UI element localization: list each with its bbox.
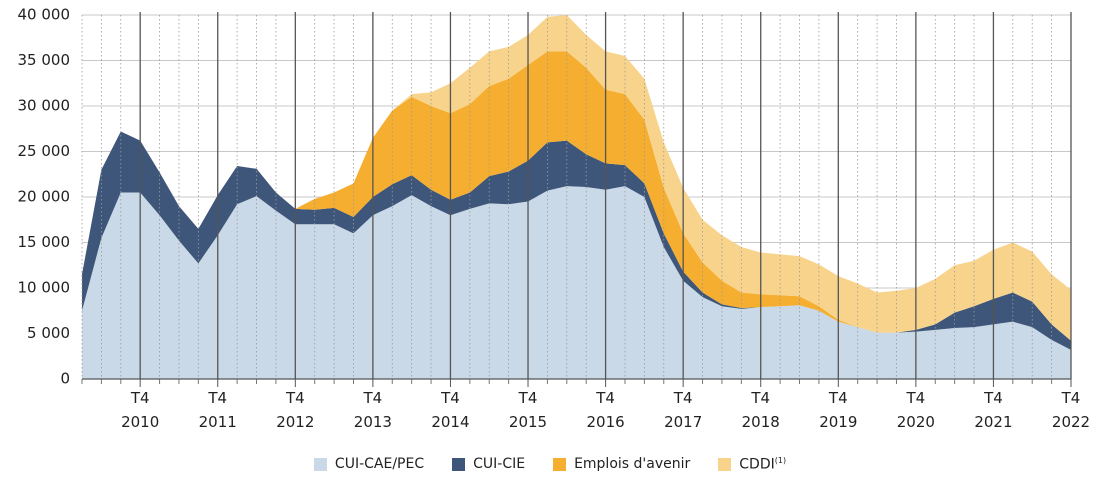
legend-label: CUI-CIE <box>473 456 525 472</box>
legend-swatch <box>313 457 327 471</box>
x-tick-label: T4 2018 <box>741 389 780 431</box>
x-tick-label: T4 2010 <box>121 389 160 431</box>
legend-text: Emplois d'avenir <box>574 456 691 473</box>
x-tick-label: T4 2012 <box>276 389 315 431</box>
legend-swatch <box>718 457 732 471</box>
legend-label: CDDI(1) <box>739 456 786 473</box>
x-tick-label: T4 2014 <box>431 389 470 431</box>
y-tick-label: 40 000 <box>18 6 71 24</box>
legend-item: CDDI(1) <box>718 456 786 473</box>
legend-note: (1) <box>774 456 787 465</box>
y-tick-label: 30 000 <box>18 97 71 115</box>
y-tick-label: 0 <box>60 370 70 388</box>
legend-item: CUI-CAE/PEC <box>313 456 424 473</box>
y-tick-label: 15 000 <box>18 233 71 251</box>
legend-swatch <box>553 457 567 471</box>
x-tick-label: T4 2021 <box>974 389 1013 431</box>
legend-label: CUI-CAE/PEC <box>335 456 424 472</box>
y-tick-label: 10 000 <box>18 279 71 297</box>
legend-text: CUI-CAE/PEC <box>334 456 425 473</box>
legend-item: Emplois d'avenir <box>553 456 690 473</box>
area <box>82 51 1071 341</box>
y-tick-label: 20 000 <box>18 188 71 206</box>
area <box>82 186 1071 379</box>
legend-label: Emplois d'avenir <box>574 456 690 472</box>
y-tick-label: 5 000 <box>27 324 70 342</box>
area <box>82 131 1071 350</box>
x-tick-label: T4 2022 <box>1051 389 1091 431</box>
x-tick-label: T4 2017 <box>664 389 703 431</box>
legend-text: CDDI <box>739 456 775 473</box>
x-tick-label: T4 2013 <box>353 389 392 431</box>
legend: CUI-CAE/PEC CUI-CIE Emplois d'avenir CDDI(1… <box>0 456 1100 473</box>
x-tick-label: T4 2011 <box>198 389 237 431</box>
legend-item: CUI-CIE <box>452 456 525 473</box>
x-tick-label: T4 2019 <box>819 389 858 431</box>
x-tick-label: T4 2020 <box>896 389 935 431</box>
y-tick-label: 35 000 <box>18 51 71 69</box>
x-tick-label: T4 2015 <box>508 389 548 431</box>
y-tick-label: 25 000 <box>18 142 71 160</box>
x-tick-label: T4 2016 <box>586 389 625 431</box>
legend-swatch <box>452 457 466 471</box>
legend-text: CUI-CIE <box>473 456 526 473</box>
